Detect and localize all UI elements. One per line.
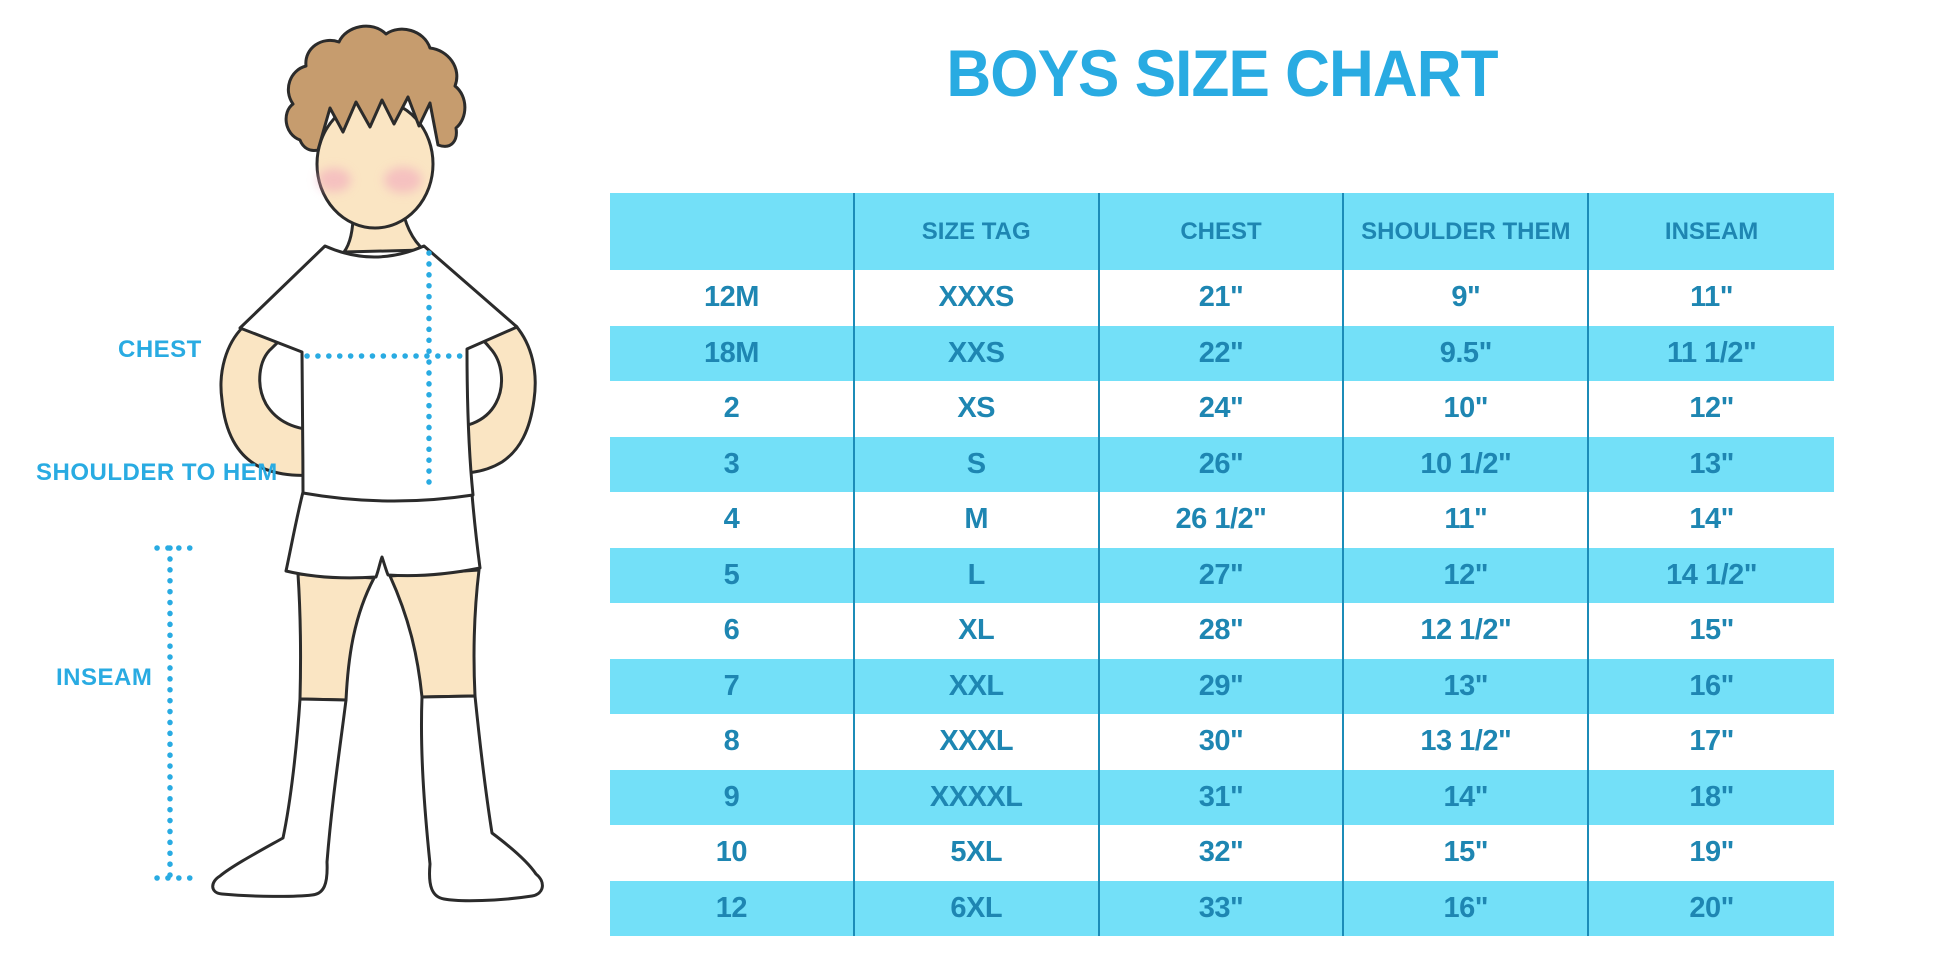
table-row: 8 XXXL 30" 13 1/2" 17" [610,714,1834,770]
value-cell: 15" [1689,614,1734,647]
value-cell: 19" [1689,836,1734,869]
table-row: 5 L 27" 12" 14 1/2" [610,547,1834,603]
value-cell: 29" [1100,658,1345,714]
t-shirt [238,244,519,503]
table-row: 7 XXL 29" 13" 16" [610,658,1834,714]
value-cell: 14" [1689,503,1734,536]
hair [284,24,467,152]
column-header: SIZE TAG [855,193,1100,270]
table-row: 9 XXXXL 31" 14" 18" [610,769,1834,825]
size-table: SIZE TAG CHEST SHOULDER THEM INSEAM 12M XXXS 2… [610,193,1834,936]
value-cell: 16" [1689,669,1734,702]
value-cell: 9.5" [1344,325,1590,381]
size-label-cell: 5 [610,547,855,603]
table-header-row: SIZE TAG CHEST SHOULDER THEM INSEAM [610,193,1834,270]
value-cell: 26 1/2" [1100,492,1345,548]
value-cell: 32" [1100,825,1345,881]
value-cell: XS [855,381,1100,437]
value-cell: 30" [1100,714,1345,770]
value-cell: 12" [1689,392,1734,425]
table-row: 10 5XL 32" 15" 19" [610,825,1834,881]
value-cell: XXXL [855,714,1100,770]
value-cell: 21" [1100,270,1345,326]
size-label-cell: 2 [610,381,855,437]
value-cell: 5XL [855,825,1100,881]
value-cell: XXL [855,658,1100,714]
value-cell: L [855,547,1100,603]
value-cell: 16" [1344,880,1590,936]
value-cell: 11 1/2" [1666,336,1757,369]
boy-illustration [154,24,544,903]
left-cheek [317,168,351,192]
value-cell: 18" [1689,780,1734,813]
value-cell: 9" [1344,270,1590,326]
table-row: 12M XXXS 21" 9" 11" [610,270,1834,326]
size-label-cell: 8 [610,714,855,770]
value-cell: 14 1/2" [1666,558,1758,591]
value-cell: 22" [1100,325,1345,381]
value-cell: 14" [1344,769,1590,825]
value-cell: S [855,436,1100,492]
table-row: 6 XL 28" 12 1/2" 15" [610,603,1834,659]
shoulder-to-hem-label: SHOULDER TO HEM [36,459,278,486]
value-cell: 13 1/2" [1344,714,1590,770]
left-leg [296,572,376,702]
left-sock [211,697,348,898]
size-label-cell: 12 [610,880,855,936]
size-label-cell: 10 [610,825,855,881]
value-cell: 31" [1100,769,1345,825]
column-header [610,193,855,270]
size-label-cell: 3 [610,436,855,492]
value-cell: 13" [1344,658,1590,714]
shorts [284,490,482,580]
size-label-cell: 12M [610,270,855,326]
value-cell: 27" [1100,547,1345,603]
inseam-label: INSEAM [56,664,153,691]
size-label-cell: 4 [610,492,855,548]
value-cell: 6XL [855,880,1100,936]
value-cell: 33" [1100,880,1345,936]
right-cheek [384,167,422,193]
value-cell: 13" [1689,447,1734,480]
chest-label: CHEST [118,336,202,363]
value-cell: XXXXL [855,769,1100,825]
value-cell: 24" [1100,381,1345,437]
value-cell: XXS [855,325,1100,381]
column-header: SHOULDER THEM [1344,193,1590,270]
size-label-cell: 18M [610,325,855,381]
value-cell: 11" [1690,281,1734,314]
value-cell: 17" [1689,725,1734,758]
table-row: 3 S 26" 10 1/2" 13" [610,436,1834,492]
value-cell: XXXS [855,270,1100,326]
size-label-cell: 7 [610,658,855,714]
column-header: CHEST [1100,193,1345,270]
table-row: 18M XXS 22" 9.5" 11 1/2" [610,325,1834,381]
value-cell: 10 1/2" [1344,436,1590,492]
table-row: 2 XS 24" 10" 12" [610,381,1834,437]
right-leg [388,568,481,699]
right-sock [419,694,544,903]
value-cell: XL [855,603,1100,659]
value-cell: 26" [1100,436,1345,492]
table-row: 12 6XL 33" 16" 20" [610,880,1834,936]
size-label-cell: 9 [610,769,855,825]
value-cell: 20" [1689,891,1734,924]
value-cell: 12 1/2" [1344,603,1590,659]
value-cell: 11" [1344,492,1590,548]
column-header: INSEAM [1664,217,1759,245]
table-row: 4 M 26 1/2" 11" 14" [610,492,1834,548]
value-cell: M [855,492,1100,548]
size-label-cell: 6 [610,603,855,659]
value-cell: 28" [1100,603,1345,659]
value-cell: 15" [1344,825,1590,881]
page-title: BOYS SIZE CHART [946,36,1498,110]
value-cell: 12" [1344,547,1590,603]
value-cell: 10" [1344,381,1590,437]
